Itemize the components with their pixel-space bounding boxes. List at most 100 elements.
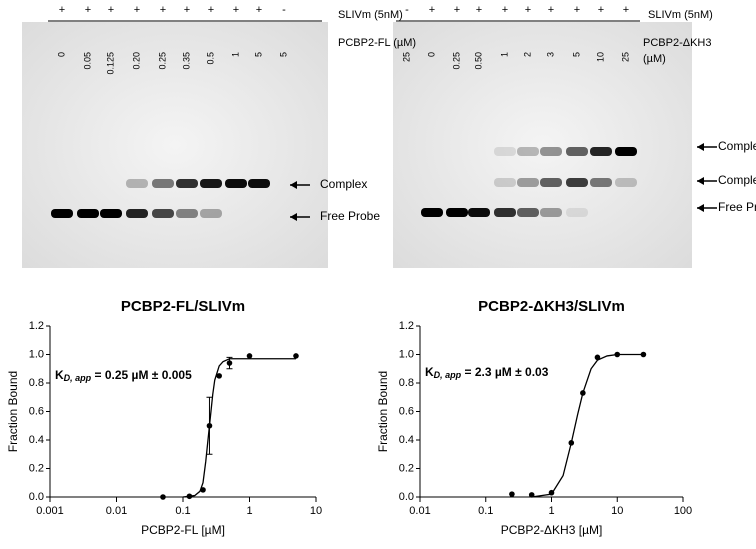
y-tick-label: 0.2	[29, 462, 44, 474]
band	[494, 147, 516, 156]
lane-sign: +	[233, 4, 239, 16]
lane-sign: +	[574, 4, 580, 16]
lane-conc: 1	[230, 52, 240, 57]
data-point	[509, 491, 515, 497]
y-tick-label: 1.2	[399, 320, 414, 332]
y-tick-label: 1.2	[29, 320, 44, 332]
band	[517, 208, 539, 217]
lane-conc: 5	[278, 52, 288, 57]
gel-left	[22, 22, 328, 268]
arrow-head	[697, 143, 704, 151]
lane-conc: 0.25	[451, 52, 461, 70]
band	[590, 147, 612, 156]
arrow-head	[697, 204, 704, 212]
chart-title: PCBP2-ΔKH3/SLIVm	[478, 298, 625, 315]
band	[126, 209, 148, 218]
band	[421, 208, 443, 217]
band	[566, 178, 588, 187]
fit-curve	[182, 358, 296, 498]
band	[446, 208, 468, 217]
y-tick-label: 0.4	[399, 434, 414, 446]
y-tick-label: 0.6	[29, 405, 44, 417]
lane-sign: +	[429, 4, 435, 16]
lane-sign: +	[59, 4, 65, 16]
x-tick-label: 1	[246, 505, 252, 517]
lane-conc: 0.25	[157, 52, 167, 70]
data-point	[186, 493, 193, 500]
band	[152, 179, 174, 188]
band	[126, 179, 148, 188]
arrow-head	[697, 177, 704, 185]
lane-sign: +	[476, 4, 482, 16]
lane-conc: 1	[499, 52, 509, 57]
lane-row-label: SLIVm (5nM)	[648, 9, 713, 21]
annotation-part: K	[55, 368, 64, 382]
x-tick-label: 10	[611, 505, 623, 517]
gel-right	[393, 22, 692, 268]
band	[176, 209, 198, 218]
band-label: Complex I	[718, 173, 756, 187]
x-tick-label: 0.01	[106, 505, 127, 517]
y-axis-label: Fraction Bound	[6, 371, 20, 452]
annotation-part: D, app	[64, 373, 92, 383]
band	[615, 178, 637, 187]
lane-sign: +	[184, 4, 190, 16]
band	[468, 208, 490, 217]
data-point	[206, 422, 213, 429]
data-point	[200, 487, 206, 493]
lane-conc: 10	[595, 52, 605, 62]
band-label: Free Probe	[320, 209, 380, 223]
lane-conc: 0.20	[131, 52, 141, 70]
lane-sign: +	[548, 4, 554, 16]
arrow-head	[290, 181, 297, 189]
y-tick-label: 0.8	[399, 377, 414, 389]
band-label: Complex	[320, 177, 367, 191]
lane-conc: 2	[522, 52, 532, 57]
annotation-part: = 0.25 µM ± 0.005	[91, 368, 192, 382]
band	[200, 209, 222, 218]
lane-sign: +	[256, 4, 262, 16]
lane-sign: +	[160, 4, 166, 16]
lane-conc: 25	[401, 52, 411, 62]
data-point	[216, 373, 222, 379]
band	[494, 208, 516, 217]
lane-conc: 0.5	[205, 52, 215, 65]
band	[77, 209, 99, 218]
band-label: Free Probe	[718, 200, 756, 214]
data-point	[594, 354, 601, 361]
x-tick-label: 100	[674, 505, 692, 517]
x-axis-label: PCBP2-ΔKH3 [µM]	[501, 523, 603, 537]
conc-label: PCBP2-ΔKH3	[643, 37, 711, 49]
annotation-part: K	[425, 365, 434, 379]
lane-conc: 5	[571, 52, 581, 57]
x-tick-label: 10	[310, 505, 322, 517]
data-point	[246, 353, 253, 359]
lane-conc: 0.05	[82, 52, 92, 70]
kd-annotation: KD, app = 0.25 µM ± 0.005	[55, 368, 192, 383]
band	[200, 179, 222, 188]
lane-sign: +	[454, 4, 460, 16]
band	[248, 179, 270, 188]
data-point	[528, 492, 535, 498]
band	[540, 178, 562, 187]
lane-conc: 0.125	[105, 52, 115, 75]
lane-row-label: SLIVm (5nM)	[338, 9, 403, 21]
conc-label: (µM)	[643, 53, 666, 65]
lane-sign: +	[85, 4, 91, 16]
conc-label: PCBP2-FL (µM)	[338, 37, 416, 49]
data-point	[548, 489, 555, 496]
x-tick-label: 0.1	[175, 505, 190, 517]
x-tick-label: 0.1	[478, 505, 493, 517]
data-point	[614, 351, 621, 358]
band	[540, 208, 562, 217]
lane-sign: +	[108, 4, 114, 16]
x-tick-label: 0.01	[409, 505, 430, 517]
x-tick-label: 0.001	[36, 505, 64, 517]
lane-conc: 0	[56, 52, 66, 57]
band	[100, 209, 122, 218]
band	[517, 178, 539, 187]
lane-sign: -	[282, 4, 286, 16]
y-tick-label: 1.0	[399, 348, 414, 360]
x-axis-label: PCBP2-FL [µM]	[141, 523, 225, 537]
